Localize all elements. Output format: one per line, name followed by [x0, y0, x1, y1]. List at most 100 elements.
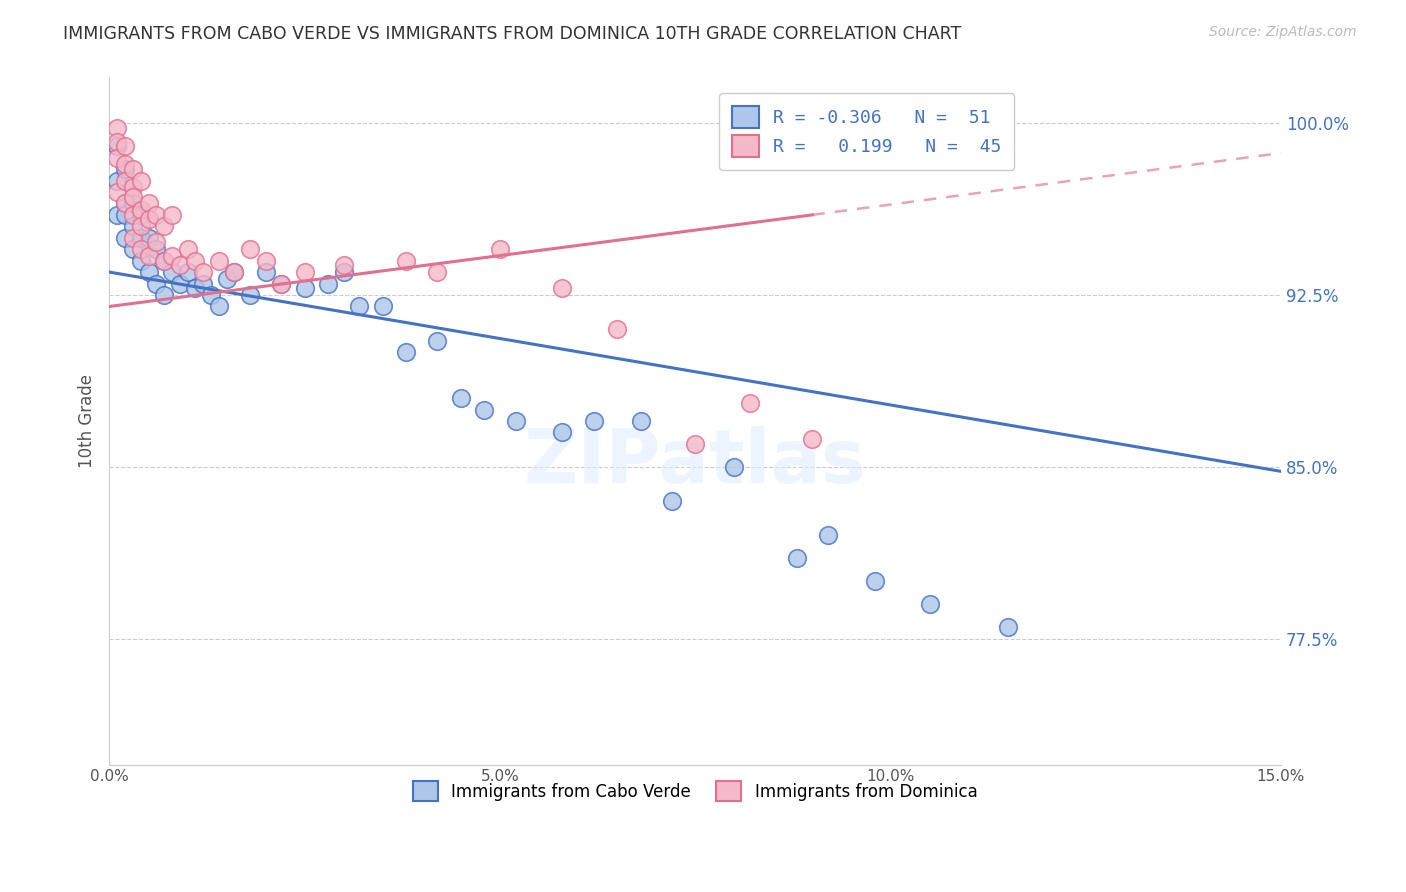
Point — [224, 265, 246, 279]
Point — [505, 414, 527, 428]
Point — [138, 265, 160, 279]
Point — [114, 196, 136, 211]
Point — [332, 265, 354, 279]
Point — [395, 345, 418, 359]
Point — [145, 208, 167, 222]
Point — [817, 528, 839, 542]
Point — [606, 322, 628, 336]
Point — [786, 551, 808, 566]
Point — [661, 494, 683, 508]
Point — [129, 242, 152, 256]
Point — [114, 173, 136, 187]
Point — [184, 281, 207, 295]
Point — [294, 281, 316, 295]
Point — [114, 157, 136, 171]
Point — [114, 162, 136, 177]
Point — [145, 277, 167, 291]
Point — [215, 272, 238, 286]
Point — [114, 231, 136, 245]
Point — [254, 265, 277, 279]
Point — [105, 139, 128, 153]
Point — [153, 253, 176, 268]
Point — [239, 242, 262, 256]
Point — [122, 162, 145, 177]
Point — [208, 300, 231, 314]
Point — [114, 196, 136, 211]
Point — [294, 265, 316, 279]
Point — [184, 253, 207, 268]
Point — [349, 300, 371, 314]
Legend: Immigrants from Cabo Verde, Immigrants from Dominica: Immigrants from Cabo Verde, Immigrants f… — [399, 768, 991, 814]
Point — [122, 231, 145, 245]
Point — [129, 231, 152, 245]
Point — [450, 391, 472, 405]
Point — [723, 459, 745, 474]
Point — [138, 249, 160, 263]
Point — [145, 242, 167, 256]
Point — [145, 235, 167, 250]
Point — [114, 208, 136, 222]
Point — [129, 208, 152, 222]
Point — [122, 180, 145, 194]
Point — [551, 281, 574, 295]
Point — [332, 258, 354, 272]
Point — [551, 425, 574, 440]
Point — [129, 173, 152, 187]
Point — [489, 242, 512, 256]
Point — [239, 288, 262, 302]
Point — [176, 265, 198, 279]
Y-axis label: 10th Grade: 10th Grade — [79, 374, 96, 468]
Point — [270, 277, 292, 291]
Point — [105, 120, 128, 135]
Point — [129, 203, 152, 218]
Point — [122, 242, 145, 256]
Point — [169, 277, 191, 291]
Point — [200, 288, 222, 302]
Point — [472, 402, 495, 417]
Point — [224, 265, 246, 279]
Point — [426, 334, 449, 348]
Point — [105, 173, 128, 187]
Point — [138, 212, 160, 227]
Point — [918, 597, 941, 611]
Text: Source: ZipAtlas.com: Source: ZipAtlas.com — [1209, 25, 1357, 39]
Point — [683, 437, 706, 451]
Point — [208, 253, 231, 268]
Point — [153, 253, 176, 268]
Point — [738, 395, 761, 409]
Point — [254, 253, 277, 268]
Point — [270, 277, 292, 291]
Text: ZIPatlas: ZIPatlas — [524, 425, 866, 499]
Point — [169, 258, 191, 272]
Point — [138, 196, 160, 211]
Point — [160, 208, 183, 222]
Point — [176, 242, 198, 256]
Point — [122, 219, 145, 234]
Point — [138, 231, 160, 245]
Point — [371, 300, 394, 314]
Point — [193, 277, 215, 291]
Point — [105, 135, 128, 149]
Point — [105, 208, 128, 222]
Point — [114, 139, 136, 153]
Point — [863, 574, 886, 589]
Point — [160, 265, 183, 279]
Point — [122, 196, 145, 211]
Point — [395, 253, 418, 268]
Point — [129, 253, 152, 268]
Point — [582, 414, 605, 428]
Point — [105, 151, 128, 165]
Point — [153, 288, 176, 302]
Point — [160, 249, 183, 263]
Point — [801, 432, 824, 446]
Point — [997, 620, 1019, 634]
Point — [193, 265, 215, 279]
Point — [105, 185, 128, 199]
Text: IMMIGRANTS FROM CABO VERDE VS IMMIGRANTS FROM DOMINICA 10TH GRADE CORRELATION CH: IMMIGRANTS FROM CABO VERDE VS IMMIGRANTS… — [63, 25, 962, 43]
Point — [316, 277, 339, 291]
Point — [122, 208, 145, 222]
Point — [122, 189, 145, 203]
Point — [426, 265, 449, 279]
Point — [153, 219, 176, 234]
Point — [129, 219, 152, 234]
